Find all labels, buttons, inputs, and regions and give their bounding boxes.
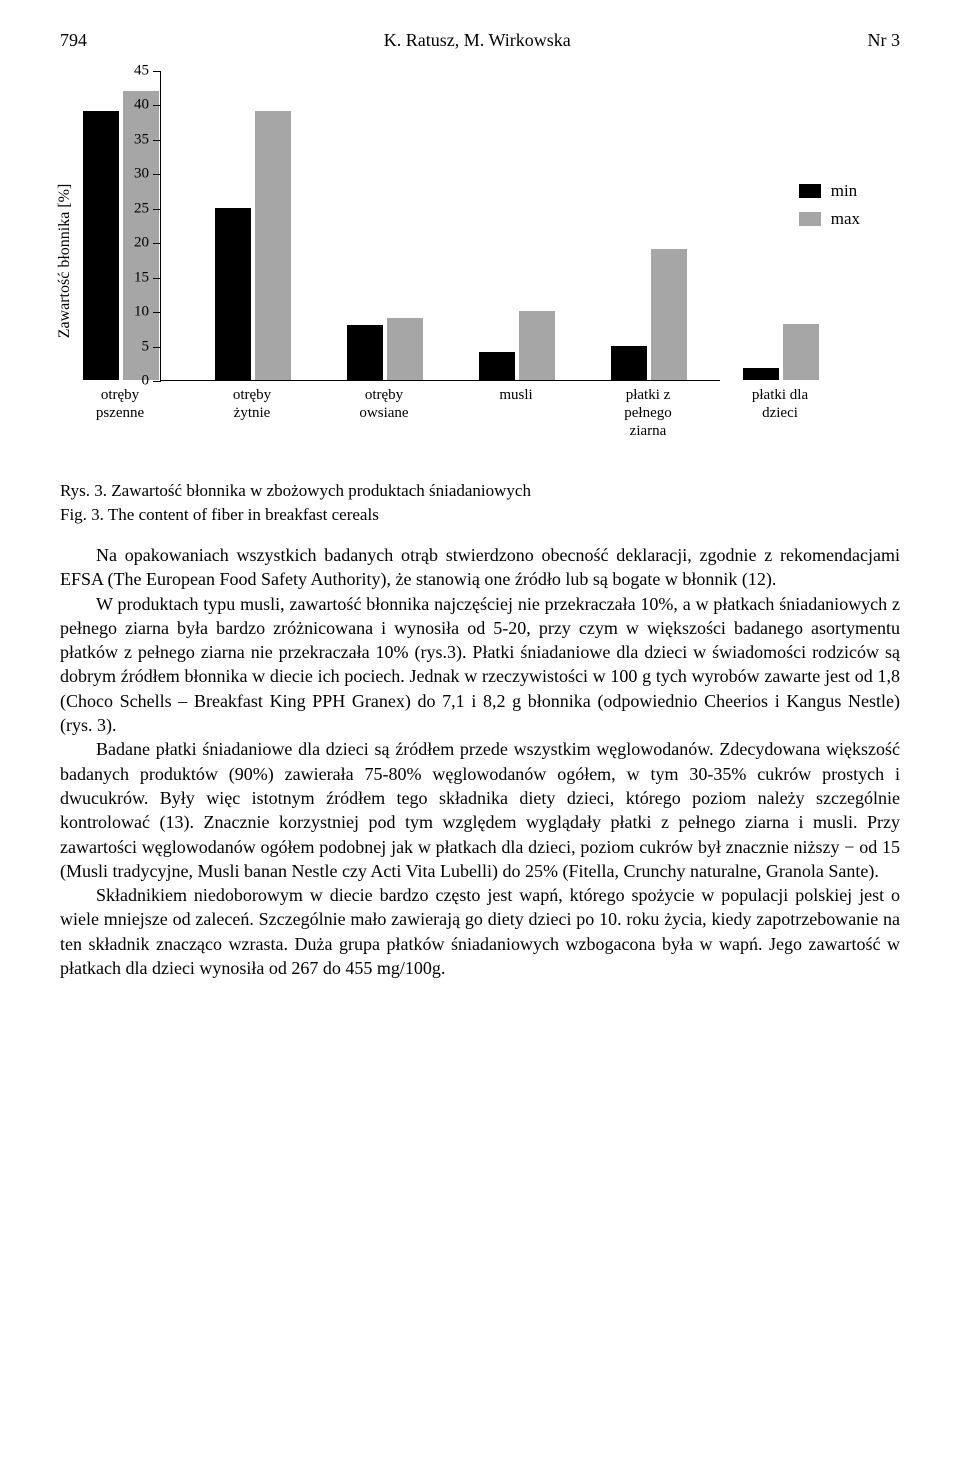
y-axis-label: Zawartość błonnika [%] [56,184,74,339]
x-category-label: otrębypszenne [67,386,173,422]
caption-en-text: The content of fiber in breakfast cereal… [108,505,379,524]
bar-max [255,111,291,380]
y-tick-label: 5 [121,338,149,355]
page-number: 794 [60,30,87,51]
caption-en: Fig. 3. The content of fiber in breakfas… [60,505,900,525]
bar-max [387,318,423,380]
y-tick [153,209,161,210]
legend-label-max: max [831,209,860,229]
chart-bars [161,71,720,380]
y-tick [153,174,161,175]
legend-item-min: min [799,181,860,201]
x-category-label: płatki dladzieci [727,386,833,422]
caption-en-prefix: Fig. 3. [60,505,104,524]
y-tick [153,105,161,106]
paragraph-1: Na opakowaniach wszystkich badanych otrą… [60,543,900,592]
figure-caption: Rys. 3. Zawartość błonnika w zbożowych p… [60,481,900,525]
y-tick-label: 40 [121,97,149,114]
legend-swatch-min [799,184,821,198]
bar-min [215,208,251,380]
authors: K. Ratusz, M. Wirkowska [384,30,571,51]
y-tick [153,243,161,244]
x-category-label: otrębyowsiane [331,386,437,422]
y-tick-label: 20 [121,235,149,252]
bar-max [519,311,555,380]
chart-legend: min max [799,181,860,237]
fiber-bar-chart: Zawartość błonnika [%] 05101520253035404… [100,71,860,451]
y-tick [153,347,161,348]
legend-swatch-max [799,212,821,226]
bar-min [83,111,119,380]
y-tick [153,381,161,382]
bar-max [783,324,819,380]
body-text: Na opakowaniach wszystkich badanych otrą… [60,543,900,980]
caption-pl-text: Zawartość błonnika w zbożowych produktac… [111,481,531,500]
bar-min [479,352,515,380]
chart-plot-area: 051015202530354045 [160,71,720,381]
paragraph-3: Badane płatki śniadaniowe dla dzieci są … [60,737,900,883]
caption-pl-prefix: Rys. 3. [60,481,107,500]
page-header: 794 K. Ratusz, M. Wirkowska Nr 3 [60,30,900,51]
bar-min [743,368,779,380]
y-tick [153,278,161,279]
legend-label-min: min [831,181,857,201]
y-tick [153,71,161,72]
bar-min [347,325,383,380]
x-category-label: płatki zpełnegoziarna [595,386,701,440]
bar-min [611,346,647,380]
issue-number: Nr 3 [868,30,901,51]
x-category-label: otrębyżytnie [199,386,305,422]
y-tick-label: 30 [121,166,149,183]
y-tick [153,140,161,141]
x-category-label: musli [463,386,569,404]
y-tick-label: 10 [121,304,149,321]
paragraph-4: Składnikiem niedoborowym w diecie bardzo… [60,883,900,980]
paragraph-2: W produktach typu musli, zawartość błonn… [60,592,900,738]
y-tick-label: 45 [121,63,149,80]
bar-max [651,249,687,380]
y-tick-label: 25 [121,200,149,217]
y-tick-label: 35 [121,131,149,148]
y-tick-label: 15 [121,269,149,286]
y-tick [153,312,161,313]
caption-pl: Rys. 3. Zawartość błonnika w zbożowych p… [60,481,900,501]
legend-item-max: max [799,209,860,229]
